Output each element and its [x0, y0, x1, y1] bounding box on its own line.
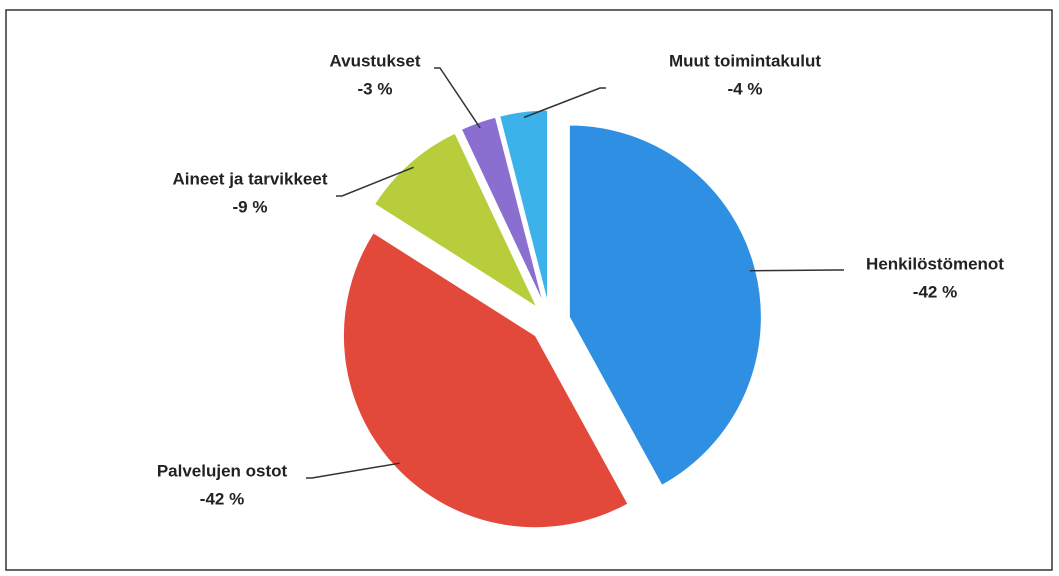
leader-line: [336, 166, 414, 197]
pie-slice: [460, 116, 544, 304]
pie-slice: [373, 132, 538, 309]
slice-value-label: -42 %: [913, 282, 957, 301]
slice-value-label: -42 %: [200, 489, 244, 508]
slice-value-label: -9 %: [233, 197, 268, 216]
slice-value-label: -4 %: [728, 79, 763, 98]
pie-slice: [499, 109, 548, 303]
slice-label: Avustukset: [329, 51, 420, 70]
pie-slice: [568, 124, 762, 486]
slice-label: Aineet ja tarvikkeet: [173, 169, 328, 188]
frame: [5, 9, 1053, 571]
slice-label: Henkilöstömenot: [866, 254, 1004, 273]
slice-value-label: -3 %: [358, 79, 393, 98]
leader-line: [523, 87, 606, 119]
leader-line: [306, 462, 400, 479]
leader-line: [749, 269, 844, 272]
pie-slice: [342, 232, 629, 529]
slice-label: Palvelujen ostot: [157, 461, 288, 480]
slice-label: Muut toimintakulut: [669, 51, 821, 70]
leader-line: [434, 67, 481, 129]
